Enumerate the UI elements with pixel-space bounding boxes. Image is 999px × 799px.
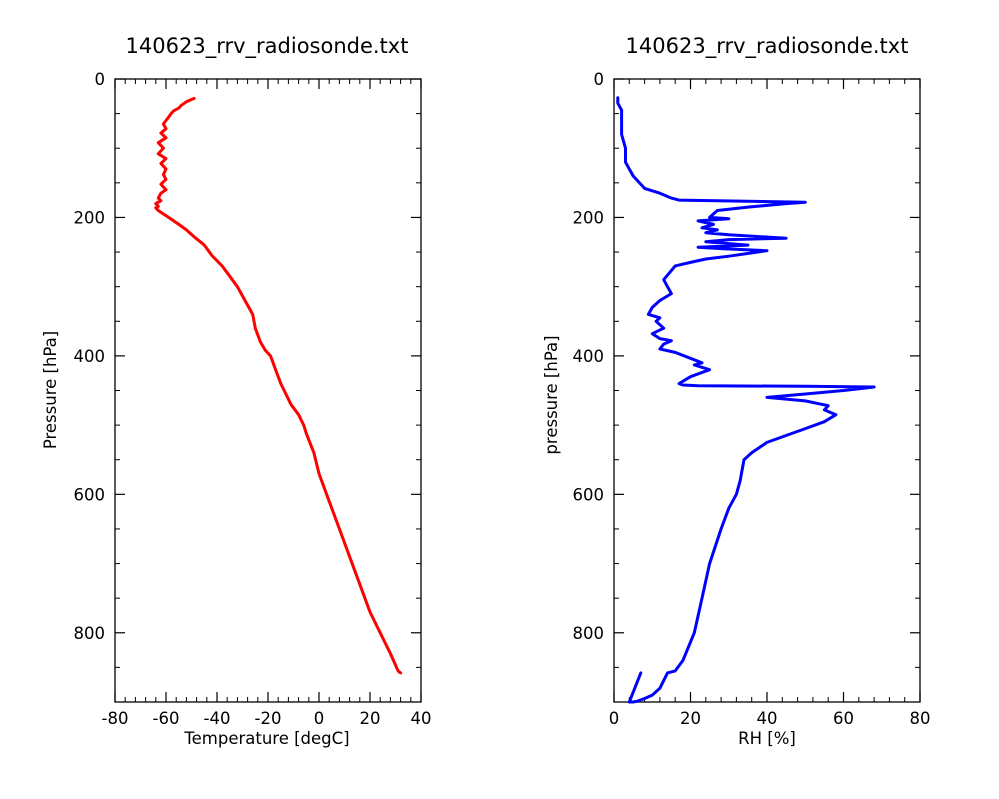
- rh-y-tick-label: 200: [573, 208, 605, 227]
- temperature-x-tick-label: 20: [360, 709, 381, 728]
- rh-chart-title: 140623_rrv_radiosonde.txt: [626, 34, 909, 59]
- rh-y-tick-label: 800: [573, 624, 605, 643]
- temperature-x-tick-label: -40: [204, 709, 231, 728]
- temperature-profile-line: [154, 96, 403, 675]
- rh-y-tick-label: 600: [573, 485, 605, 504]
- rh-plot-frame: [613, 78, 921, 703]
- rh-y-tick-label: 400: [573, 347, 605, 366]
- temperature-y-tick-label: 0: [95, 70, 106, 89]
- temperature-x-tick-label: 0: [314, 709, 325, 728]
- temperature-y-tick-label: 600: [74, 485, 106, 504]
- rh-x-tick-label: 60: [833, 709, 854, 728]
- rh-x-tick-label: 0: [609, 709, 620, 728]
- temperature-x-tick-label: -80: [102, 709, 129, 728]
- temperature-y-tick-label: 200: [74, 208, 106, 227]
- temperature-plot-frame: [114, 78, 422, 703]
- temperature-y-tick-label: 800: [74, 624, 106, 643]
- rh-x-tick-label: 40: [757, 709, 778, 728]
- temperature-x-tick-label: -20: [255, 709, 282, 728]
- temperature-chart-title: 140623_rrv_radiosonde.txt: [126, 34, 409, 59]
- rh-x-tick-label: 20: [680, 709, 701, 728]
- rh-x-axis-label: RH [%]: [738, 729, 796, 748]
- pressure-y-axis-label-right: pressure [hPa]: [542, 335, 561, 454]
- temperature-x-tick-label: 40: [411, 709, 432, 728]
- temperature-panel: 140623_rrv_radiosonde.txt Temperature [d…: [41, 34, 432, 748]
- rh-profile-line: [616, 96, 876, 704]
- temperature-y-tick-label: 400: [74, 347, 106, 366]
- pressure-y-axis-label-left: Pressure [hPa]: [41, 331, 60, 449]
- rh-x-tick-label: 80: [910, 709, 931, 728]
- rh-panel: 140623_rrv_radiosonde.txt RH [%] pressur…: [542, 34, 931, 748]
- rh-y-tick-label: 0: [594, 70, 605, 89]
- temperature-x-axis-label: Temperature [degC]: [183, 729, 349, 748]
- temperature-x-tick-label: -60: [153, 709, 180, 728]
